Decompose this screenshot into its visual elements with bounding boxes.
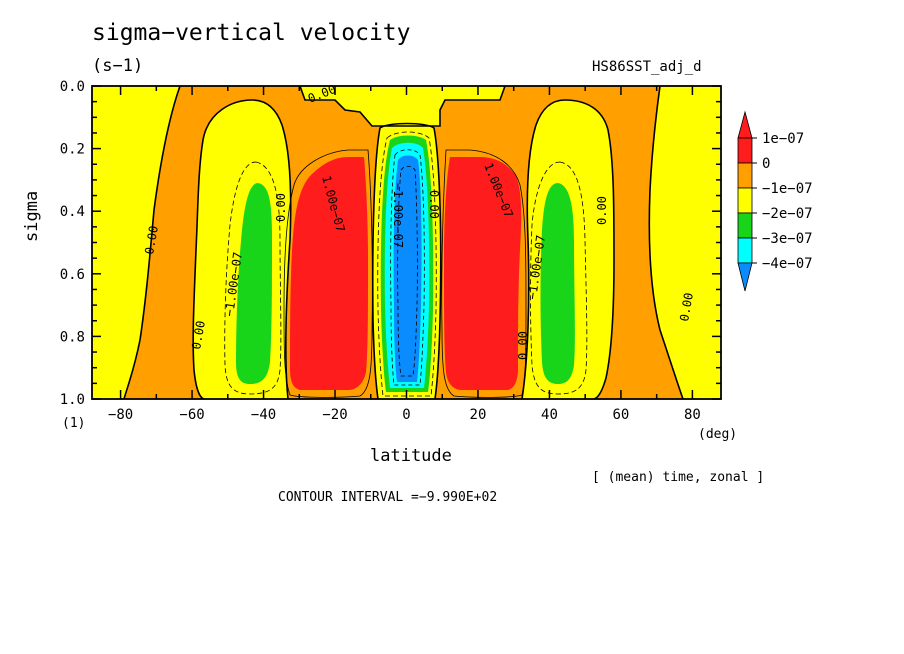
yellow-left-edge — [92, 86, 180, 399]
chart-title: sigma−vertical velocity — [92, 20, 411, 46]
red-regions — [290, 157, 522, 390]
zero-contour-center — [371, 122, 442, 400]
negative-contour-center-2 — [390, 149, 425, 386]
zero-contour-right — [648, 85, 684, 400]
y-tick-label: 1.0 — [60, 392, 85, 408]
run-name: HS86SST_adj_d — [592, 59, 702, 75]
colorbar-box-0 — [737, 137, 753, 164]
yellow-right-edge — [649, 86, 721, 399]
zero-contour-left-cell — [192, 99, 292, 400]
zero-contour-right-cell — [521, 99, 615, 400]
contour-interval: CONTOUR INTERVAL =−9.990E+02 — [278, 490, 498, 505]
green-left-cell — [236, 183, 272, 384]
chart-units: (s−1) — [92, 56, 144, 76]
contour-label-zero: 0.00 — [427, 190, 441, 219]
contour-label-zero: 0.00 — [595, 196, 609, 225]
red-right-cell — [444, 157, 522, 390]
y-tick-label: 0.6 — [60, 267, 85, 283]
contour-lines — [123, 85, 684, 400]
x-tick-label: −80 — [108, 407, 133, 423]
y-tick-label: 0.4 — [60, 204, 85, 220]
colorbar-box-4 — [737, 237, 753, 264]
colorbar-label: −4e−07 — [762, 256, 813, 272]
colorbar-label: −1e−07 — [762, 181, 813, 197]
x-axis-unit: (deg) — [698, 427, 738, 442]
x-tick-label: −60 — [179, 407, 204, 423]
zero-contour-top — [299, 85, 506, 127]
x-tick-label: 80 — [684, 407, 701, 423]
x-tick-label: 20 — [470, 407, 487, 423]
contour-label-zero: 0.00 — [516, 331, 530, 360]
x-tick-label: 0 — [402, 407, 410, 423]
positive-contour-right — [441, 149, 527, 398]
colorbar-label: 0 — [762, 156, 770, 172]
y-tick-label: 0.2 — [60, 142, 85, 158]
negative-contour-center-3 — [397, 165, 418, 377]
averaging-note: [ (mean) time, zonal ] — [592, 470, 765, 485]
colorbar-box-3 — [737, 212, 753, 239]
colorbar-label: −2e−07 — [762, 206, 813, 222]
contour-label-zero: 0.00 — [677, 292, 696, 323]
x-tick-label: 60 — [613, 407, 630, 423]
contour-label-zero: 0.00 — [142, 225, 161, 256]
contour-label-negative: −1.00e−07 — [391, 183, 405, 248]
negative-contour-right-outer — [530, 161, 588, 395]
colorbar-box-1 — [737, 162, 753, 189]
yellow-top-notch — [300, 86, 505, 126]
y-tick-label: 0.0 — [60, 79, 85, 95]
x-tick-label: −40 — [251, 407, 276, 423]
green-right-cell — [540, 183, 575, 384]
colorbar: 1e−07 0 −1e−07 −2e−07 −3e−07 −4e−07 — [737, 110, 813, 292]
contour-label-zero: 0.00 — [189, 320, 208, 351]
x-tick-label: −20 — [322, 407, 347, 423]
colorbar-label: 1e−07 — [762, 131, 804, 147]
axis-ticks — [92, 85, 721, 400]
positive-contour-left — [283, 149, 373, 398]
blue-center-cell — [393, 155, 422, 382]
x-axis-label: latitude — [370, 446, 452, 466]
colorbar-arrow-bottom — [737, 262, 753, 292]
negative-contour-left-outer — [224, 161, 282, 395]
colorbar-label: −3e−07 — [762, 231, 813, 247]
axis-tick-labels: −80 −60 −40 −20 0 20 40 60 80 0.0 0.2 0.4 0.6 0.8 1.0 — [60, 79, 701, 423]
x-tick-label: 40 — [541, 407, 558, 423]
y-axis-unit: (1) — [62, 416, 86, 431]
negative-contour-center-1 — [377, 131, 437, 397]
contour-label-zero: 0.00 — [274, 193, 288, 222]
colorbar-arrow-top — [737, 110, 753, 139]
y-tick-label: 0.8 — [60, 329, 85, 345]
red-left-cell — [290, 157, 368, 390]
colorbar-box-2 — [737, 187, 753, 214]
zero-contour-left — [123, 85, 181, 400]
